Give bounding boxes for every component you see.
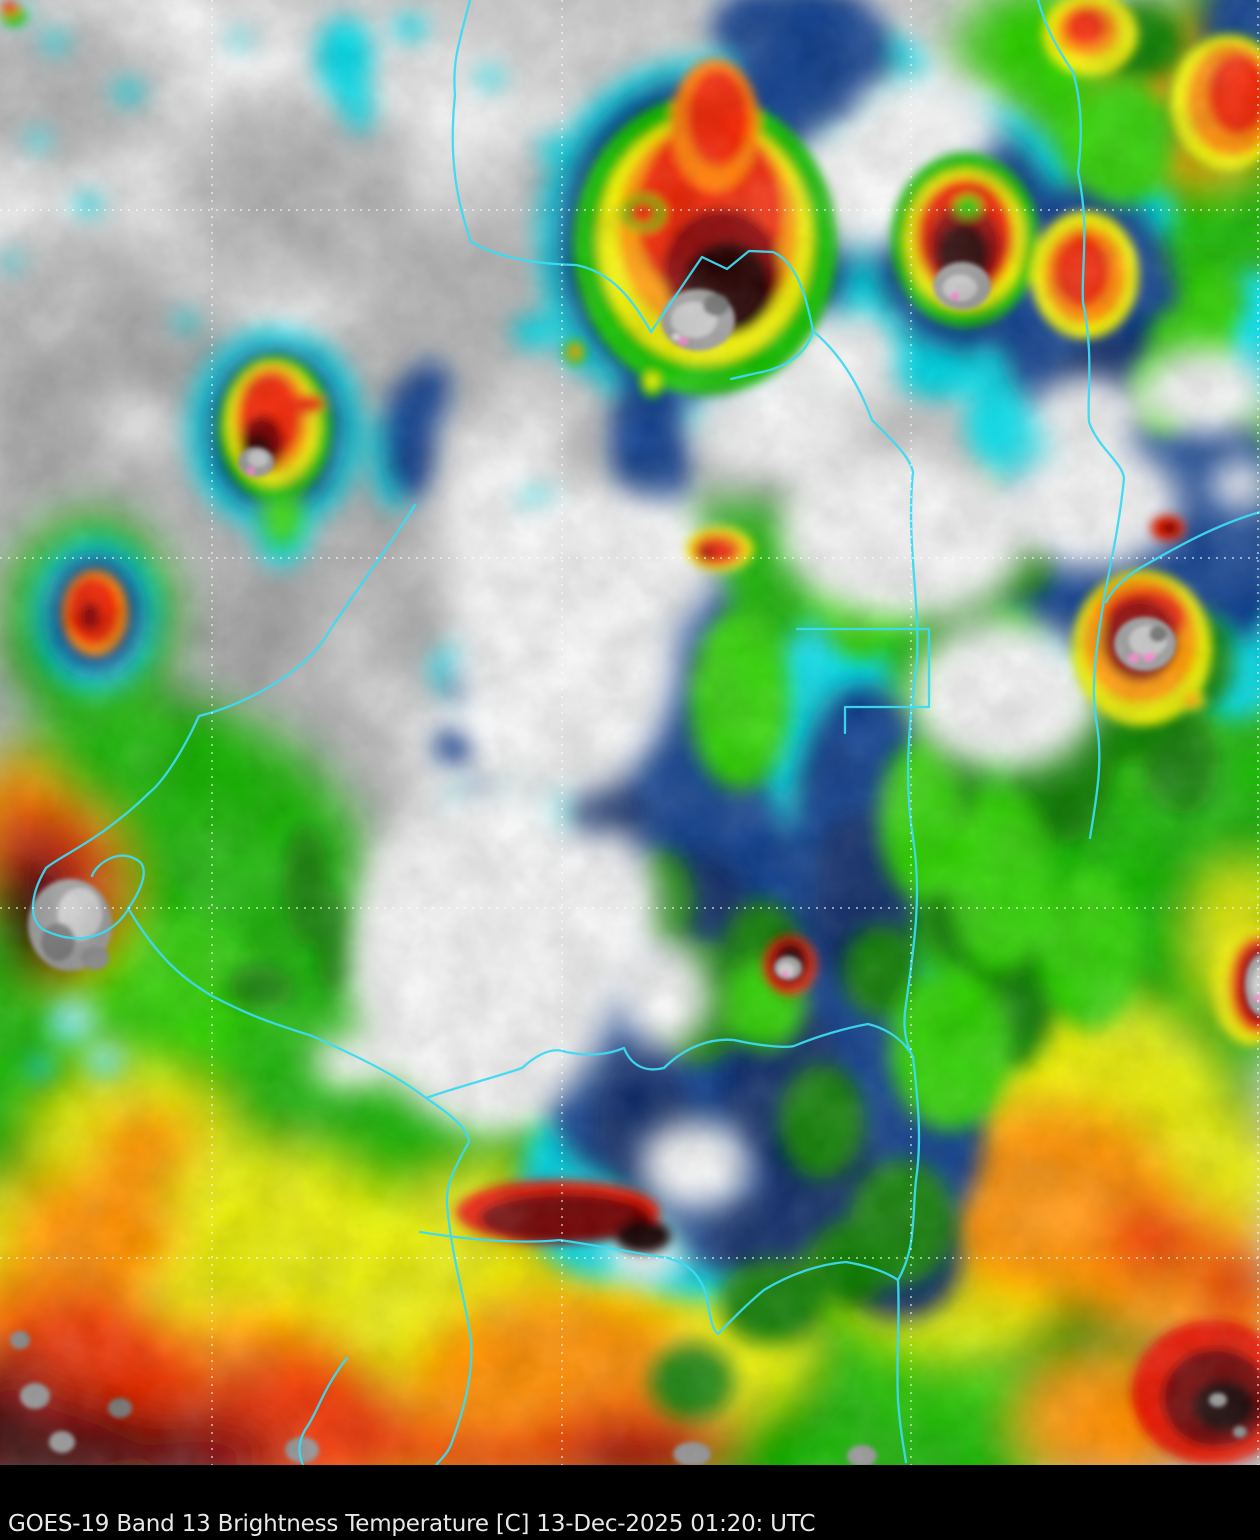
caption-background xyxy=(0,1465,1260,1540)
latlon-grid xyxy=(0,0,1260,1465)
cloud-texture-dark xyxy=(0,0,1260,1465)
map-borders xyxy=(31,0,1260,1465)
caption-text: GOES-19 Band 13 Brightness Temperature [… xyxy=(8,1511,815,1537)
caption-bar: GOES-19 Band 13 Brightness Temperature [… xyxy=(0,1465,1260,1540)
